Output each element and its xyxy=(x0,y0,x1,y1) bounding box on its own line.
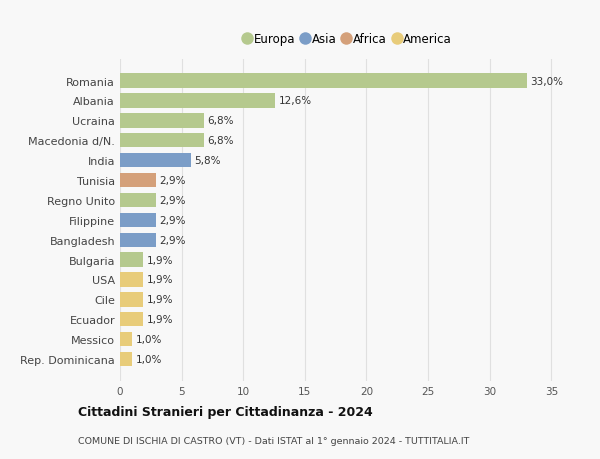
Text: COMUNE DI ISCHIA DI CASTRO (VT) - Dati ISTAT al 1° gennaio 2024 - TUTTITALIA.IT: COMUNE DI ISCHIA DI CASTRO (VT) - Dati I… xyxy=(78,436,469,445)
Text: 1,9%: 1,9% xyxy=(146,295,173,305)
Bar xyxy=(120,114,204,128)
Bar xyxy=(120,292,143,307)
Text: 33,0%: 33,0% xyxy=(530,77,563,86)
Text: 12,6%: 12,6% xyxy=(278,96,311,106)
Bar xyxy=(120,213,156,228)
Text: 2,9%: 2,9% xyxy=(159,196,185,206)
Bar xyxy=(120,74,527,89)
Legend: Europa, Asia, Africa, America: Europa, Asia, Africa, America xyxy=(242,30,454,48)
Text: 1,9%: 1,9% xyxy=(146,314,173,325)
Bar xyxy=(120,273,143,287)
Text: 2,9%: 2,9% xyxy=(159,176,185,185)
Text: 1,9%: 1,9% xyxy=(146,255,173,265)
Bar xyxy=(120,94,275,108)
Bar xyxy=(120,332,133,347)
Bar xyxy=(120,352,133,366)
Text: Cittadini Stranieri per Cittadinanza - 2024: Cittadini Stranieri per Cittadinanza - 2… xyxy=(78,405,373,419)
Text: 2,9%: 2,9% xyxy=(159,215,185,225)
Text: 6,8%: 6,8% xyxy=(207,136,233,146)
Text: 1,9%: 1,9% xyxy=(146,275,173,285)
Bar xyxy=(120,233,156,247)
Bar xyxy=(120,134,204,148)
Text: 6,8%: 6,8% xyxy=(207,116,233,126)
Text: 1,0%: 1,0% xyxy=(136,354,162,364)
Bar xyxy=(120,193,156,207)
Bar xyxy=(120,313,143,327)
Bar xyxy=(120,253,143,267)
Text: 2,9%: 2,9% xyxy=(159,235,185,245)
Text: 1,0%: 1,0% xyxy=(136,335,162,344)
Text: 5,8%: 5,8% xyxy=(194,156,221,166)
Bar xyxy=(120,174,156,188)
Bar xyxy=(120,154,191,168)
